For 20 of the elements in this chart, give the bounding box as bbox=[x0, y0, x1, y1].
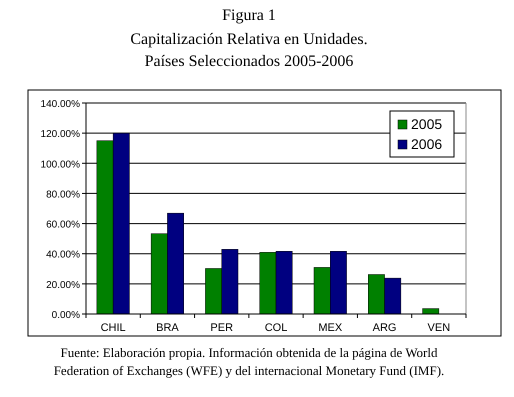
legend-label: 2005 bbox=[411, 116, 442, 132]
x-tick-label: CHIL bbox=[100, 322, 126, 334]
legend-label: 2006 bbox=[411, 136, 442, 152]
y-tick-label: 80.00% bbox=[46, 189, 80, 200]
x-tick-label: VEN bbox=[428, 322, 450, 334]
y-tick-label: 40.00% bbox=[46, 250, 80, 261]
y-tick-label: 120.00% bbox=[40, 129, 80, 140]
y-tick-label: 140.00% bbox=[40, 99, 80, 110]
y-tick-label: 100.00% bbox=[40, 159, 80, 170]
x-tick-label: PER bbox=[210, 322, 234, 334]
x-tick-label: MEX bbox=[318, 322, 343, 334]
chart-subtitle: Capitalización Relativa en Unidades. Países Seleccionados 2005-2006 bbox=[130, 31, 368, 70]
chart-title: Figura 1 bbox=[222, 7, 276, 24]
y-tick-label: 20.00% bbox=[46, 280, 80, 291]
x-tick-label: BRA bbox=[156, 322, 180, 334]
x-tick-label: COL bbox=[264, 322, 288, 334]
x-tick-label: ARG bbox=[372, 322, 396, 334]
y-tick-label: 0.00% bbox=[52, 310, 80, 321]
y-tick-label: 60.00% bbox=[46, 220, 80, 231]
source-note: Fuente: Elaboración propia. Información obtenida de la página de World Federation of Exchanges (WFE) y del internacional Monetary Fund (IMF). bbox=[54, 345, 444, 378]
